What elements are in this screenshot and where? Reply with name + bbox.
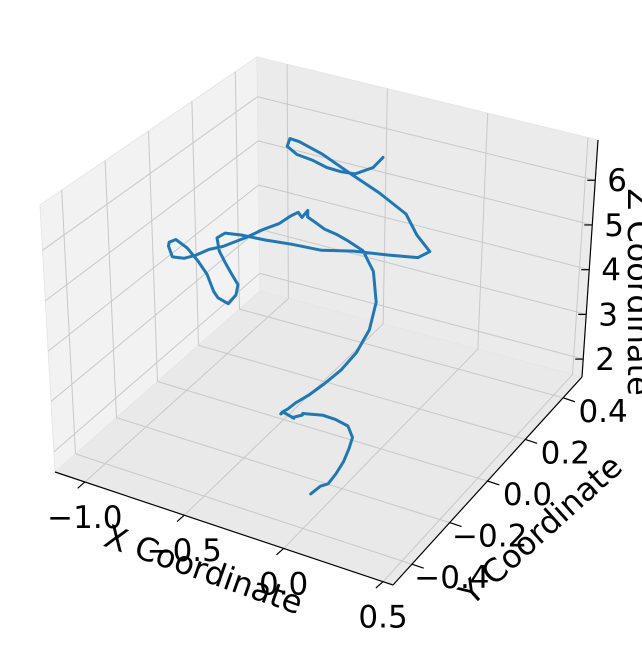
y-tick-label: 0.4 [578,394,627,430]
x-tick-mark [176,514,185,522]
x-grid-line [572,137,589,375]
x-axis-line [54,471,394,586]
trajectory-line [167,137,432,496]
z-grid-line [47,184,259,352]
y-grid-line [191,101,199,346]
y-grid-line [104,160,117,418]
z-axis-label: Z Coordinate [620,188,642,396]
z-grid-line [42,96,258,251]
y-grid-line [157,381,488,482]
z-grid-line [257,96,596,181]
tick-labels: −1.0 −0.5 0.0 0.5−0.4 −0.2 0.0 0.2 0.4 2 3 4 5 6 [47,163,628,635]
z-grid-line [257,140,593,226]
y-grid-line [61,190,76,454]
y-tick-mark [487,480,500,486]
z-tick-label: 5 [604,208,624,244]
x-grid-line [286,64,289,299]
axis-panes [39,56,599,586]
y-tick-label: −0.2 [452,519,527,555]
x-tick-mark [276,547,285,556]
x-tick-label: −0.5 [147,533,222,569]
z-grid-line [259,228,587,315]
y-grid-line [116,417,450,524]
y-tick-mark [411,563,424,569]
x-grid-line [477,113,489,350]
x-tick-mark [375,581,384,589]
y-tick-label: 0.2 [541,435,590,471]
z-axis-line [581,139,599,378]
y-grid-line [75,453,413,565]
y-axis-line [392,376,583,586]
x-grid-line [382,88,388,324]
z-grid-line [50,228,260,402]
x-tick-label: 0.5 [358,600,407,636]
z-tick-label: 4 [601,253,621,289]
y-tick-label: 0.0 [503,477,552,513]
y-grid-line [198,344,526,440]
y-tick-label: −0.4 [414,560,489,596]
y-tick-mark [449,522,462,528]
x-tick-mark [77,481,86,489]
z-grid-line [258,184,590,271]
z-tick-label: 6 [607,163,627,199]
y-grid-line [239,308,564,399]
y-grid-line [148,130,158,382]
tick-marks [54,139,599,589]
z-tick-label: 3 [598,297,618,333]
z-grid-line [45,140,259,302]
y-grid-line [234,71,240,310]
z-grid-line [259,272,584,360]
x-tick-label: 0.0 [259,566,308,602]
series-layer [167,137,432,496]
z-tick-label: 2 [595,342,615,378]
y-tick-mark [562,397,576,403]
x-tick-label: −1.0 [47,500,122,536]
y-tick-mark [525,438,538,444]
grid-lines [42,64,596,583]
